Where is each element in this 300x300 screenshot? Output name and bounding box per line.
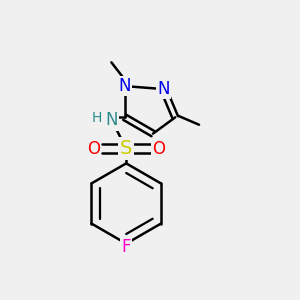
Text: H: H bbox=[92, 111, 102, 125]
Text: N: N bbox=[157, 80, 170, 98]
Text: O: O bbox=[87, 140, 100, 158]
Text: N: N bbox=[118, 77, 131, 95]
Text: S: S bbox=[120, 139, 132, 158]
Text: O: O bbox=[152, 140, 165, 158]
Text: N: N bbox=[105, 111, 118, 129]
Text: F: F bbox=[122, 238, 131, 256]
